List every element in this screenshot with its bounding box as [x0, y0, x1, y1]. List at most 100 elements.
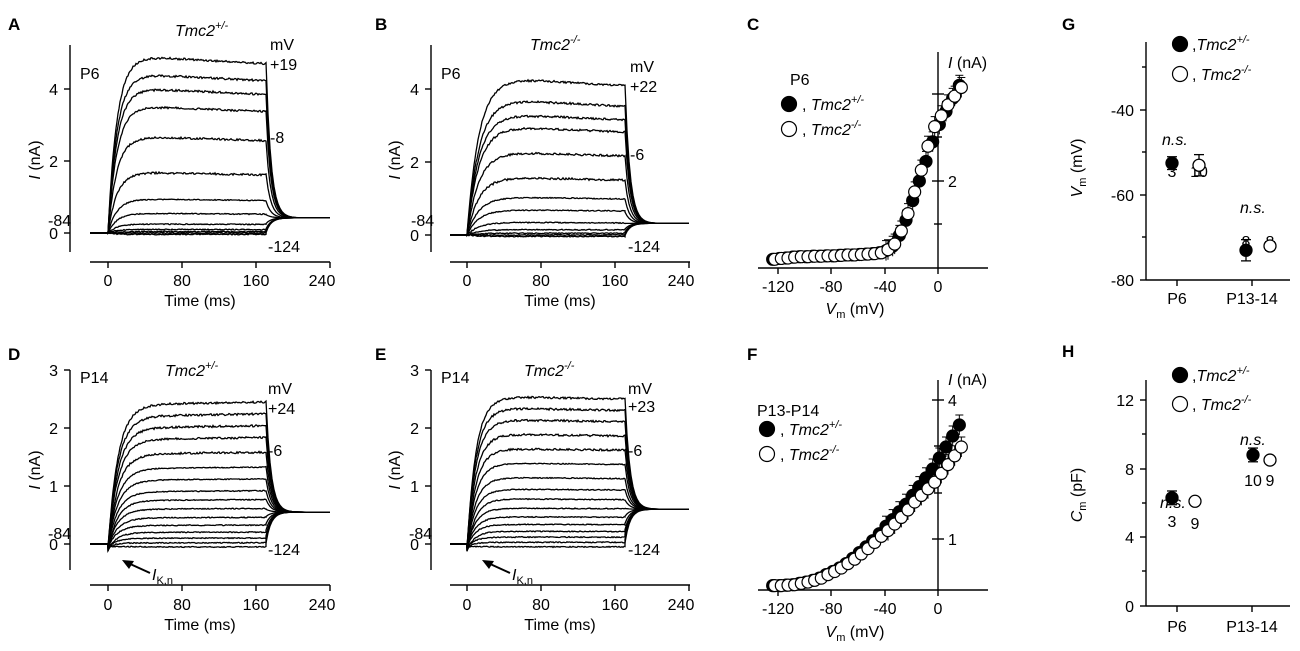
panel-e-ytick-label: 1	[410, 479, 419, 496]
panel-h-ytick-label: 12	[1116, 393, 1134, 410]
panel-a-xtick-label: 0	[104, 273, 113, 290]
current-trace	[90, 217, 330, 236]
data-point-ko	[914, 163, 928, 177]
data-point-ko	[928, 475, 942, 489]
panel-f-legend-marker-open	[758, 445, 776, 463]
panel-h-n-label: 3	[1168, 514, 1177, 531]
panel-d-ytick-label: 0	[49, 537, 58, 554]
data-point-ko	[908, 185, 922, 199]
current-trace	[450, 114, 689, 236]
panel-b-ytick-label: 0	[410, 228, 419, 245]
current-trace	[90, 412, 330, 548]
current-trace	[450, 100, 689, 236]
current-trace	[450, 507, 689, 549]
panel-b-holding-voltage: -84	[411, 213, 434, 230]
panel-c-legend-text-filled: , Tmc2+/-	[802, 94, 864, 114]
panel-h-ytick-label: 8	[1125, 462, 1134, 479]
panel-g: G ,Tmc2+/- , Tmc2-/- -40 -60 -80 Vm (mV)…	[1062, 15, 1290, 308]
panel-a-mid-voltage: -8	[270, 130, 284, 147]
data-point-ko	[901, 207, 915, 221]
panel-c-xtick-label: 0	[934, 279, 943, 296]
panel-g-ns-p13: n.s.	[1240, 200, 1266, 217]
panel-f-xtick-label: -120	[762, 601, 794, 618]
panel-d-xtick-label: 0	[104, 597, 113, 614]
panel-a-xticks: 0 80 160 240	[104, 262, 335, 290]
current-trace	[450, 126, 689, 236]
panel-h-legend-text-open: , Tmc2-/-	[1192, 394, 1252, 414]
current-trace	[450, 222, 689, 238]
panel-b-label: B	[375, 15, 387, 34]
mean-point-het	[1165, 156, 1179, 170]
panel-a-ytick-label: 4	[49, 82, 58, 99]
current-trace	[90, 489, 330, 548]
panel-h-category-p13-14: P13-14	[1226, 619, 1278, 636]
data-point-het	[946, 429, 960, 443]
panel-b-y-label: I (nA)	[387, 140, 404, 179]
panel-b-top-voltage: +22	[630, 79, 657, 96]
panel-d-xtick-label: 160	[243, 597, 270, 614]
current-trace	[450, 196, 689, 236]
panel-g-ytick-label: -40	[1111, 103, 1134, 120]
panel-g-category-p13-14: P13-14	[1226, 291, 1278, 308]
panel-d-xtick-label: 80	[173, 597, 191, 614]
panel-e-ytick-label: 2	[410, 421, 419, 438]
panel-f-xtick-label: -80	[819, 601, 842, 618]
current-trace	[90, 135, 330, 234]
panel-b-traces	[450, 78, 689, 238]
panel-e-holding-voltage: -84	[409, 526, 432, 543]
current-trace	[450, 497, 689, 552]
mean-point-het	[1165, 491, 1179, 505]
panel-h-ytick-label: 4	[1125, 530, 1134, 547]
panel-c-data	[766, 74, 968, 266]
current-trace	[450, 508, 689, 549]
current-trace	[450, 209, 689, 236]
panel-e-xtick-label: 240	[668, 597, 695, 614]
panel-d-xticks: 0 80 160 240	[104, 585, 335, 614]
panel-c-xtick-label: -40	[873, 279, 896, 296]
panel-d-age: P14	[80, 370, 109, 387]
panel-d-current-annotation: IK,n	[122, 560, 173, 587]
panel-c-ytick-label: 2	[948, 174, 957, 191]
data-point-ko	[934, 466, 948, 480]
current-trace	[90, 450, 330, 551]
panel-h-ns-p13: n.s.	[1240, 432, 1266, 449]
panel-e-xtick-label: 80	[532, 597, 550, 614]
panel-d: D P14 Tmc2+/- mV +24 -6 -84 -124 0 1 2 3…	[8, 345, 335, 634]
panel-h-y-label: Cm (pF)	[1069, 468, 1089, 523]
panel-g-category-p6: P6	[1167, 291, 1187, 308]
panel-b-x-label: Time (ms)	[524, 293, 595, 310]
panel-a-holding-voltage: -84	[48, 213, 71, 230]
panel-h-legend-marker-open	[1171, 395, 1189, 413]
current-trace	[450, 476, 689, 548]
current-trace	[450, 418, 689, 547]
panel-b-mv-unit: mV	[630, 59, 654, 76]
panel-c-age: P6	[790, 72, 810, 89]
data-point-ko	[948, 89, 962, 103]
panel-e-current-annotation: IK,n	[482, 560, 533, 587]
panel-d-y-label: I (nA)	[27, 450, 44, 489]
current-trace	[450, 222, 689, 237]
panel-f-legend-text-open: , Tmc2-/-	[780, 444, 840, 464]
panel-b-age: P6	[441, 66, 461, 83]
current-trace	[90, 399, 330, 552]
panel-f-legend-text-filled: , Tmc2+/-	[780, 419, 842, 439]
panel-h: H ,Tmc2+/- , Tmc2-/- 12 8 4 0 Cm (pF) P6…	[1062, 342, 1290, 636]
panel-b-low-voltage: -124	[628, 239, 660, 256]
panel-b-mid-voltage: -6	[630, 147, 644, 164]
panel-d-traces	[90, 399, 330, 554]
mean-point-ko	[1192, 158, 1206, 172]
panel-e-mid-voltage: -6	[628, 443, 642, 460]
current-trace	[90, 511, 330, 548]
panel-e-traces	[450, 395, 689, 552]
current-trace	[90, 465, 330, 548]
panel-a: A P6 Tmc2+/- mV +19 -8 -84 -124 0 2 4 I …	[8, 15, 335, 310]
panel-e: E P14 Tmc2-/- mV +23 -6 -84 -124 0 1 2 3…	[375, 345, 694, 634]
panel-f: F P13-P14 , Tmc2+/- , Tmc2-/- 4 1 I (nA)…	[747, 345, 988, 644]
current-trace	[90, 217, 330, 234]
current-trace	[90, 507, 330, 549]
current-trace	[450, 462, 689, 548]
panel-f-data	[766, 414, 968, 593]
panel-c-label: C	[747, 15, 759, 34]
panel-a-ytick-label: 2	[49, 154, 58, 171]
